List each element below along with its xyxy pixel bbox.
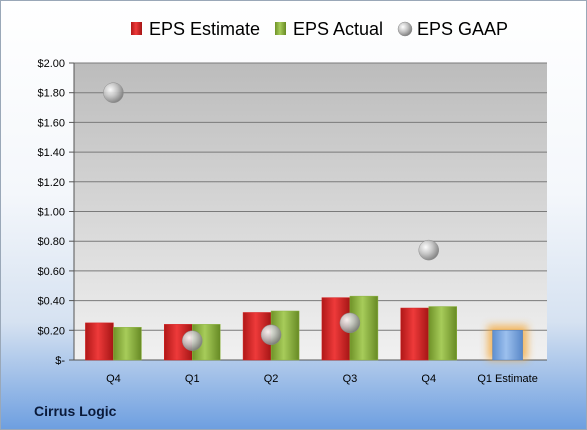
y-tick-label: $1.80 (37, 88, 65, 100)
legend-swatch-eps-actual (275, 22, 286, 35)
y-tick-label: $0.60 (37, 266, 65, 278)
point-eps-gaap (339, 312, 361, 334)
point-eps-gaap (182, 330, 203, 351)
legend-label: EPS Actual (293, 19, 383, 39)
bar-eps-actual (113, 327, 142, 361)
y-tick-label: $0.80 (37, 236, 65, 248)
point-eps-gaap (418, 239, 439, 261)
y-tick-label: $1.00 (37, 207, 65, 219)
y-tick-label: $0.20 (37, 325, 65, 337)
point-eps-gaap (260, 324, 282, 346)
chart-marks (85, 82, 528, 361)
x-tick-label: Q4 (421, 373, 436, 385)
bar-eps-estimate (85, 322, 114, 361)
y-axis-ticks: $- $0.20 $0.40 $0.60 $0.80 $1.00 $1.20 $1.40 $1.… (37, 58, 65, 367)
y-tick-label: $0.40 (37, 296, 65, 308)
y-tick-label: $2.00 (37, 58, 65, 70)
x-tick-label: Q3 (343, 373, 358, 385)
x-tick-label: Q1 (185, 373, 200, 385)
legend-label: EPS GAAP (417, 19, 508, 39)
legend-swatch-eps-gaap (397, 21, 413, 37)
x-tick-label: Q1 Estimate (477, 373, 538, 385)
x-tick-label: Q2 (264, 373, 279, 385)
y-tick-label: $1.40 (37, 147, 65, 159)
x-tick-label: Q4 (106, 373, 121, 385)
x-axis-ticks: Q4 Q1 Q2 Q3 Q4 Q1 Estimate (106, 373, 538, 385)
legend-swatch-eps-estimate (131, 22, 142, 35)
point-eps-gaap (103, 82, 124, 103)
legend: EPS Estimate EPS Actual EPS GAAP (131, 19, 508, 39)
bar-eps-actual (428, 306, 457, 361)
gridlines (69, 62, 547, 361)
bar-q1-estimate (492, 330, 523, 361)
bar-eps-estimate (400, 307, 429, 361)
y-tick-label: $1.20 (37, 177, 65, 189)
legend-label: EPS Estimate (149, 19, 260, 39)
company-name: Cirrus Logic (34, 403, 117, 419)
y-tick-label: $1.60 (37, 117, 65, 129)
y-tick-label: $- (55, 355, 65, 367)
